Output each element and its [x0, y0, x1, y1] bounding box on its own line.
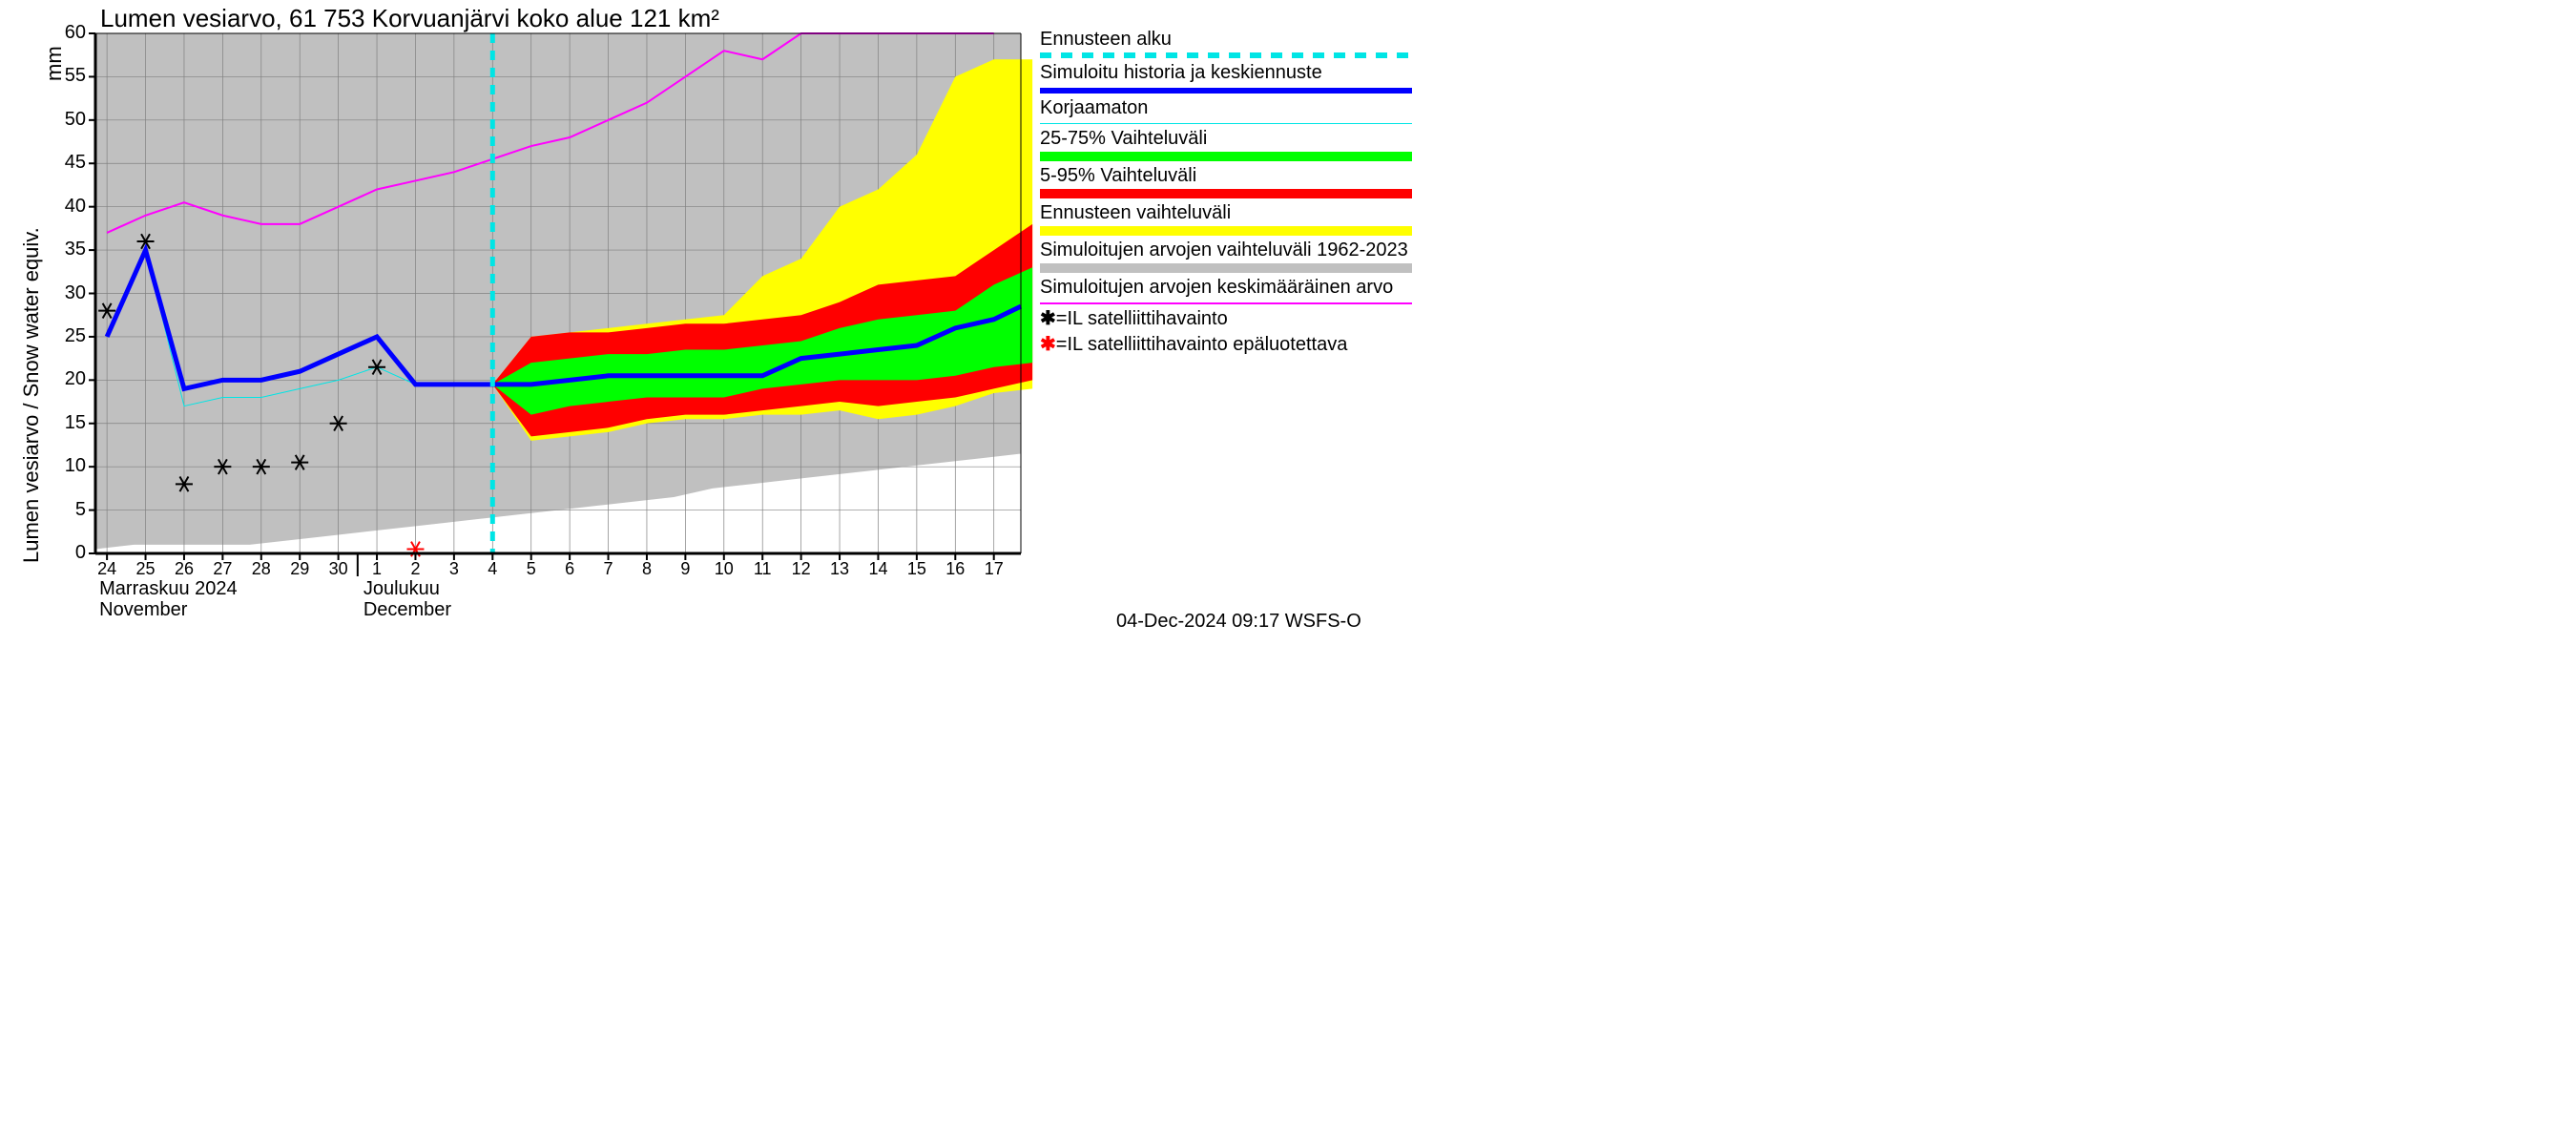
x-tick-label: 14	[868, 559, 887, 579]
legend-label: ✱=IL satelliittihavainto epäluotettava	[1040, 334, 1422, 356]
legend-swatch	[1040, 52, 1412, 58]
y-tick-label: 10	[48, 455, 86, 477]
legend-entry: Ennusteen vaihteluväli	[1040, 202, 1422, 236]
legend-swatch	[1040, 189, 1412, 198]
legend-swatch	[1040, 226, 1412, 236]
y-tick-label: 60	[48, 22, 86, 44]
x-tick-label: 16	[945, 559, 965, 579]
legend-entry: Simuloitujen arvojen keskimääräinen arvo	[1040, 277, 1422, 304]
y-tick-label: 25	[48, 325, 86, 347]
legend-label: Ennusteen alku	[1040, 29, 1422, 51]
y-tick-label: 35	[48, 239, 86, 260]
x-tick-label: 1	[372, 559, 382, 579]
x-tick-label: 9	[680, 559, 690, 579]
x-tick-label: 15	[907, 559, 926, 579]
y-tick-label: 45	[48, 152, 86, 174]
legend-label: Simuloitujen arvojen keskimääräinen arvo	[1040, 277, 1422, 299]
y-tick-label: 40	[48, 196, 86, 218]
legend-label: 5-95% Vaihteluväli	[1040, 165, 1422, 187]
x-tick-label: 27	[213, 559, 232, 579]
y-tick-label: 30	[48, 282, 86, 304]
x-tick-label: 24	[97, 559, 116, 579]
month-label-fi: Marraskuu 2024	[99, 578, 238, 600]
legend-swatch	[1040, 302, 1412, 304]
chart-title: Lumen vesiarvo, 61 753 Korvuanjärvi koko…	[100, 4, 719, 33]
y-tick-label: 15	[48, 412, 86, 434]
legend-entry: ✱=IL satelliittihavainto	[1040, 308, 1422, 330]
legend-entry: Simuloitujen arvojen vaihteluväli 1962-2…	[1040, 239, 1422, 273]
x-tick-label: 10	[715, 559, 734, 579]
legend: Ennusteen alku Simuloitu historia ja kesk…	[1040, 29, 1422, 360]
x-tick-label: 13	[830, 559, 849, 579]
legend-label: Korjaamaton	[1040, 97, 1422, 119]
legend-swatch	[1040, 152, 1412, 161]
x-tick-label: 3	[449, 559, 459, 579]
x-tick-label: 7	[604, 559, 613, 579]
y-tick-label: 20	[48, 368, 86, 390]
x-tick-label: 6	[565, 559, 574, 579]
legend-label: Simuloitu historia ja keskiennuste	[1040, 62, 1422, 84]
legend-entry: 25-75% Vaihteluväli	[1040, 128, 1422, 161]
x-tick-label: 8	[642, 559, 652, 579]
month-label-fi: Joulukuu	[364, 578, 440, 600]
y-axis-label: Lumen vesiarvo / Snow water equiv.	[19, 227, 44, 563]
legend-entry: Korjaamaton	[1040, 97, 1422, 124]
legend-entry: 5-95% Vaihteluväli	[1040, 165, 1422, 198]
x-tick-label: 29	[290, 559, 309, 579]
chart-container: Lumen vesiarvo, 61 753 Korvuanjärvi koko…	[0, 0, 1431, 639]
footer-timestamp: 04-Dec-2024 09:17 WSFS-O	[1116, 611, 1361, 633]
x-tick-label: 4	[488, 559, 497, 579]
legend-entry: Ennusteen alku	[1040, 29, 1422, 58]
x-tick-label: 11	[754, 559, 772, 579]
month-label-en: December	[364, 599, 451, 621]
y-tick-label: 0	[48, 542, 86, 564]
legend-swatch	[1040, 123, 1412, 124]
legend-label: 25-75% Vaihteluväli	[1040, 128, 1422, 150]
x-tick-label: 28	[252, 559, 271, 579]
legend-entry: ✱=IL satelliittihavainto epäluotettava	[1040, 334, 1422, 356]
legend-label: Simuloitujen arvojen vaihteluväli 1962-2…	[1040, 239, 1422, 261]
y-tick-label: 5	[48, 499, 86, 521]
x-tick-label: 5	[527, 559, 536, 579]
legend-swatch	[1040, 88, 1412, 94]
y-tick-label: 50	[48, 109, 86, 131]
legend-label: ✱=IL satelliittihavainto	[1040, 308, 1422, 330]
month-label-en: November	[99, 599, 187, 621]
legend-swatch	[1040, 263, 1412, 273]
x-tick-label: 17	[985, 559, 1004, 579]
x-tick-label: 12	[792, 559, 811, 579]
x-tick-label: 25	[136, 559, 156, 579]
x-tick-label: 2	[410, 559, 420, 579]
x-tick-label: 26	[175, 559, 194, 579]
x-tick-label: 30	[329, 559, 348, 579]
y-tick-label: 55	[48, 65, 86, 87]
legend-entry: Simuloitu historia ja keskiennuste	[1040, 62, 1422, 94]
legend-label: Ennusteen vaihteluväli	[1040, 202, 1422, 224]
